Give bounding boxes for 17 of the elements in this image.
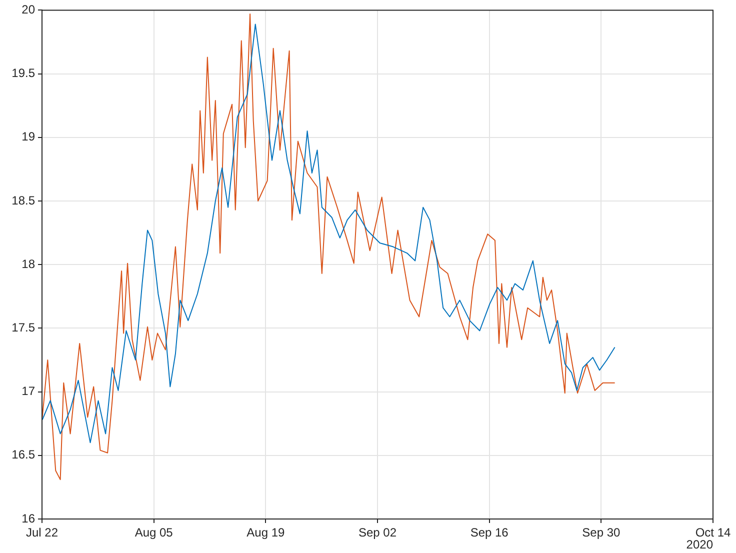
x-tick-label: Aug 19 bbox=[246, 526, 286, 540]
text: 2020 bbox=[686, 537, 714, 552]
y-tick-label: 19 bbox=[22, 130, 36, 144]
y-tick-label: 16.5 bbox=[12, 448, 36, 462]
x-tick-label: Sep 16 bbox=[470, 526, 509, 540]
y-tick-label: 16 bbox=[22, 511, 36, 526]
x-tick-label: Aug 05 bbox=[134, 526, 174, 540]
x-tick-label: Jul 22 bbox=[26, 526, 58, 540]
x-tick-label: Sep 02 bbox=[358, 526, 397, 540]
y-tick-label: 18.5 bbox=[12, 193, 36, 208]
x-tick-label: Sep 30 bbox=[582, 526, 621, 540]
x-tick-label: Oct 14 bbox=[695, 526, 731, 540]
y-tick-label: 17 bbox=[22, 384, 36, 398]
y-tick-label: 18 bbox=[22, 256, 36, 271]
y-tick-label: 19.5 bbox=[12, 66, 36, 80]
y-tick-label: 20 bbox=[22, 2, 36, 17]
y-tick-label: 17.5 bbox=[12, 320, 36, 335]
